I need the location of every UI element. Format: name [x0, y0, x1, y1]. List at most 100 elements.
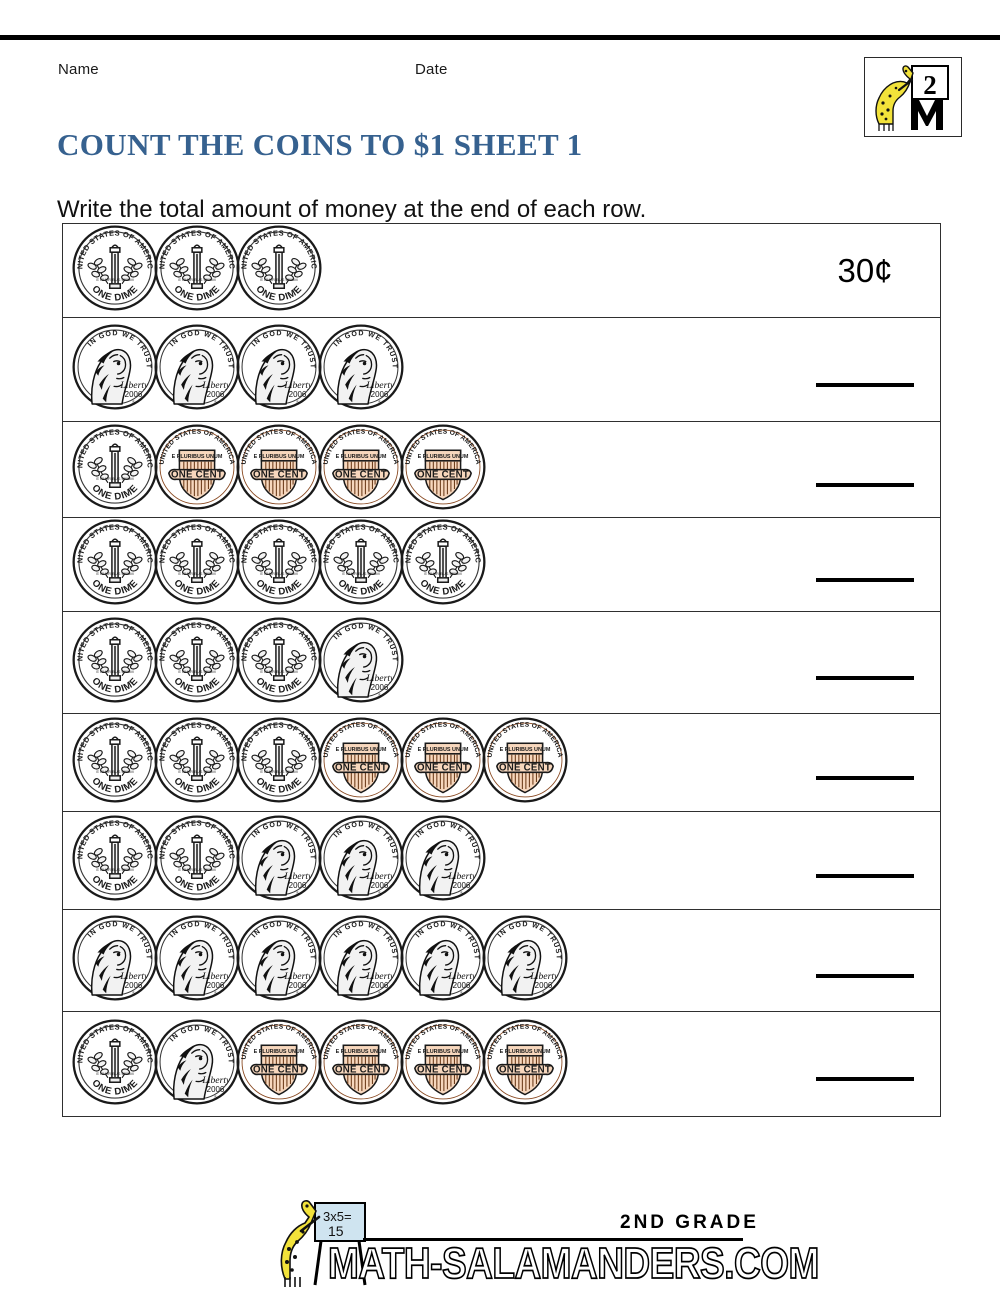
svg-text:E PLURIBUS UNUM: E PLURIBUS UNUM: [260, 277, 298, 282]
svg-text:s: s: [378, 890, 381, 895]
svg-text:ONE CENT: ONE CENT: [253, 470, 305, 481]
dime-coin: UNITED STATES OF AMERICA ONE DIME E PLUR…: [232, 609, 323, 709]
dime-coin: UNITED STATES OF AMERICA ONE DIME E PLUR…: [68, 609, 159, 709]
date-label: Date: [415, 61, 448, 78]
answer-blank-line[interactable]: [816, 1077, 914, 1081]
nickel-coin-icon: IN GOD WE TRUST Liberty 2006 s: [482, 915, 568, 1001]
dime-coin: UNITED STATES OF AMERICA ONE DIME E PLUR…: [232, 511, 323, 611]
dime-coin: UNITED STATES OF AMERICA ONE DIME E PLUR…: [68, 1011, 159, 1111]
answer-cell[interactable]: [790, 518, 940, 611]
nickel-coin: IN GOD WE TRUST Liberty 2006 s: [399, 814, 487, 907]
svg-text:2006: 2006: [207, 390, 225, 399]
coin-row: UNITED STATES OF AMERICA ONE DIME E PLUR…: [63, 217, 940, 318]
answer-blank-line[interactable]: [816, 775, 914, 780]
svg-text:E PLURIBUS UNUM: E PLURIBUS UNUM: [178, 669, 216, 674]
dime-coin: UNITED STATES OF AMERICA ONE DIME E PLUR…: [68, 511, 159, 611]
dime-coin-icon: UNITED STATES OF AMERICA ONE DIME E PLUR…: [314, 511, 404, 605]
svg-text:E PLURIBUS UNUM: E PLURIBUS UNUM: [96, 476, 134, 481]
dime-coin-icon: UNITED STATES OF AMERICA ONE DIME E PLUR…: [396, 511, 486, 605]
svg-text:E PLURIBUS UNUM: E PLURIBUS UNUM: [336, 1049, 387, 1055]
coin-row: IN GOD WE TRUST Liberty 2006 s: [63, 318, 940, 422]
svg-text:Liberty: Liberty: [201, 1075, 231, 1086]
svg-text:2006: 2006: [125, 390, 143, 399]
answer-cell[interactable]: [790, 910, 940, 1011]
answer-cell[interactable]: [790, 714, 940, 811]
dime-coin-icon: UNITED STATES OF AMERICA ONE DIME E PLUR…: [232, 709, 322, 803]
svg-text:2006: 2006: [125, 981, 143, 990]
svg-text:Liberty: Liberty: [365, 971, 395, 982]
nickel-coin-icon: IN GOD WE TRUST Liberty 2006 s: [318, 617, 404, 703]
svg-text:Liberty: Liberty: [447, 871, 477, 882]
svg-text:E PLURIBUS UNUM: E PLURIBUS UNUM: [418, 1049, 469, 1055]
nickel-coin: IN GOD WE TRUST Liberty 2006 s: [71, 323, 159, 416]
svg-text:E PLURIBUS UNUM: E PLURIBUS UNUM: [500, 747, 551, 753]
svg-text:2006: 2006: [371, 981, 389, 990]
answer-cell[interactable]: 30¢: [790, 224, 940, 317]
svg-text:E PLURIBUS UNUM: E PLURIBUS UNUM: [424, 571, 462, 576]
svg-text:2006: 2006: [289, 881, 307, 890]
answer-cell[interactable]: [790, 1012, 940, 1116]
nickel-coin-icon: IN GOD WE TRUST Liberty 2006 s: [318, 324, 404, 410]
svg-text:E PLURIBUS UNUM: E PLURIBUS UNUM: [500, 1049, 551, 1055]
answer-blank-line[interactable]: [816, 873, 914, 878]
dime-coin-icon: UNITED STATES OF AMERICA ONE DIME E PLUR…: [68, 217, 158, 311]
svg-text:2006: 2006: [207, 981, 225, 990]
answer-blank-line[interactable]: [816, 482, 914, 487]
svg-text:2006: 2006: [371, 683, 389, 692]
coin-group: UNITED STATES OF AMERICA ONE DIME E PLUR…: [63, 1011, 790, 1111]
svg-text:s: s: [296, 399, 299, 404]
svg-text:s: s: [214, 990, 217, 995]
dime-coin-icon: UNITED STATES OF AMERICA ONE DIME E PLUR…: [68, 709, 158, 803]
answer-cell[interactable]: [790, 612, 940, 713]
answer-blank-line[interactable]: [816, 577, 914, 582]
svg-text:E PLURIBUS UNUM: E PLURIBUS UNUM: [178, 571, 216, 576]
nickel-coin: IN GOD WE TRUST Liberty 2006 s: [235, 323, 323, 416]
answer-cell[interactable]: [790, 422, 940, 517]
dime-coin: UNITED STATES OF AMERICA ONE DIME E PLUR…: [150, 217, 241, 317]
footer-site-name: MATH-SALAMANDERS.COM: [327, 1238, 820, 1288]
penny-coin-icon: E PLURIBUS UNUM ONE CENT UNITED STATES O…: [318, 1018, 404, 1105]
nickel-coin-icon: IN GOD WE TRUST Liberty 2006 s: [400, 815, 486, 901]
svg-text:ONE CENT: ONE CENT: [335, 1064, 387, 1075]
nickel-coin-icon: IN GOD WE TRUST Liberty 2006 s: [154, 915, 240, 1001]
svg-text:ONE CENT: ONE CENT: [335, 470, 387, 481]
answer-value: 30¢: [837, 251, 893, 289]
coin-group: UNITED STATES OF AMERICA ONE DIME E PLUR…: [63, 709, 790, 809]
penny-coin-icon: E PLURIBUS UNUM ONE CENT UNITED STATES O…: [318, 717, 404, 803]
svg-text:s: s: [296, 890, 299, 895]
answer-cell[interactable]: [790, 318, 940, 421]
svg-text:2006: 2006: [371, 881, 389, 890]
penny-coin-icon: E PLURIBUS UNUM ONE CENT UNITED STATES O…: [236, 424, 322, 510]
dime-coin-icon: UNITED STATES OF AMERICA ONE DIME E PLUR…: [68, 609, 158, 703]
svg-text:ONE CENT: ONE CENT: [171, 470, 223, 481]
svg-text:s: s: [214, 1094, 217, 1099]
coin-group: IN GOD WE TRUST Liberty 2006 s: [63, 914, 790, 1007]
svg-text:Liberty: Liberty: [201, 380, 231, 391]
svg-text:ONE CENT: ONE CENT: [335, 763, 387, 774]
dime-coin-icon: UNITED STATES OF AMERICA ONE DIME E PLUR…: [68, 807, 158, 901]
board-text-top: 3x5=: [323, 1209, 352, 1224]
page-title: COUNT THE COINS TO $1 SHEET 1: [57, 126, 583, 162]
answer-blank-line[interactable]: [816, 973, 914, 978]
dime-coin: UNITED STATES OF AMERICA ONE DIME E PLUR…: [68, 416, 159, 516]
nickel-coin-icon: IN GOD WE TRUST Liberty 2006 s: [236, 815, 322, 901]
svg-text:s: s: [378, 990, 381, 995]
svg-text:E PLURIBUS UNUM: E PLURIBUS UNUM: [336, 747, 387, 753]
coin-group: UNITED STATES OF AMERICA ONE DIME E PLUR…: [63, 807, 790, 907]
dime-coin: UNITED STATES OF AMERICA ONE DIME E PLUR…: [68, 217, 159, 317]
penny-coin-icon: E PLURIBUS UNUM ONE CENT UNITED STATES O…: [400, 424, 486, 510]
svg-text:E PLURIBUS UNUM: E PLURIBUS UNUM: [172, 454, 223, 460]
svg-text:E PLURIBUS UNUM: E PLURIBUS UNUM: [178, 277, 216, 282]
answer-blank-line[interactable]: [816, 675, 914, 680]
answer-cell[interactable]: [790, 812, 940, 909]
penny-coin: E PLURIBUS UNUM ONE CENT UNITED STATES O…: [481, 1018, 569, 1111]
page-top-rule: [0, 35, 1000, 40]
answer-blank-line[interactable]: [816, 382, 914, 387]
dime-coin-icon: UNITED STATES OF AMERICA ONE DIME E PLUR…: [150, 217, 240, 311]
nickel-coin-icon: IN GOD WE TRUST Liberty 2006 s: [400, 915, 486, 1001]
nickel-coin: IN GOD WE TRUST Liberty 2006 s: [481, 914, 569, 1007]
footer: 3x5= 15: [0, 1195, 1000, 1294]
coin-row: UNITED STATES OF AMERICA ONE DIME E PLUR…: [63, 807, 940, 910]
dime-coin: UNITED STATES OF AMERICA ONE DIME E PLUR…: [150, 709, 241, 809]
svg-text:2006: 2006: [535, 981, 553, 990]
